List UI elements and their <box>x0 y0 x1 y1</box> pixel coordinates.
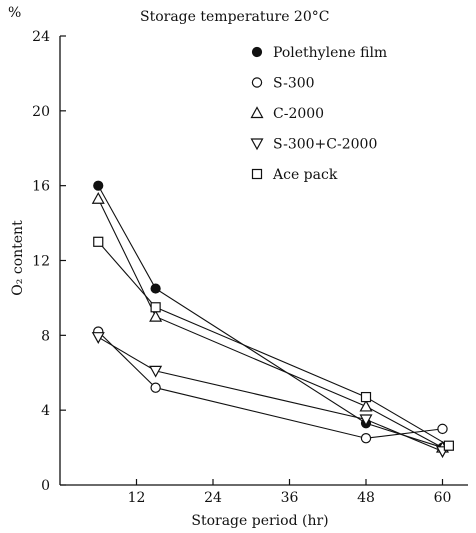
data-point <box>149 365 163 378</box>
y-axis-label: O₂ content <box>10 220 26 296</box>
x-tick-label: 36 <box>281 490 299 506</box>
legend-marker <box>251 77 263 88</box>
data-point <box>443 440 454 451</box>
data-point <box>359 399 373 412</box>
series-line-2 <box>97 198 443 449</box>
data-point <box>91 332 105 344</box>
series-line-4 <box>97 241 450 447</box>
y-tick-label: 16 <box>32 179 50 195</box>
legend-marker <box>251 168 263 180</box>
y-tick-label: 24 <box>32 29 50 45</box>
chart-title: Storage temperature 20°C <box>140 9 329 25</box>
series-line-1 <box>97 331 443 439</box>
y-unit-label: % <box>8 5 21 21</box>
series-lines <box>97 185 450 452</box>
y-tick-label: 4 <box>41 403 50 419</box>
series-markers <box>91 180 454 459</box>
legend: Polethylene film S-300 C-2000 S-300+C-2000 A… <box>250 45 387 183</box>
legend-marker <box>251 46 263 58</box>
legend-label: S-300 <box>273 76 315 92</box>
legend-label: S-300+C-2000 <box>273 137 377 153</box>
legend-marker <box>250 106 264 119</box>
y-tick-label: 8 <box>41 328 50 344</box>
data-point <box>437 423 448 435</box>
data-point <box>360 391 372 403</box>
data-point <box>149 309 163 322</box>
legend-marker <box>250 138 264 151</box>
legend-label: Polethylene film <box>273 45 387 61</box>
data-point <box>150 302 161 313</box>
x-tick-label: 48 <box>357 490 375 506</box>
x-tick-label: 12 <box>128 490 146 506</box>
series-line-3 <box>97 336 443 452</box>
y-tick-label: 20 <box>32 104 50 120</box>
data-point <box>150 283 161 294</box>
data-point <box>359 414 373 427</box>
series-line-0 <box>97 185 443 449</box>
data-point <box>91 192 105 204</box>
data-point <box>93 236 104 247</box>
x-tick-label: 24 <box>204 490 222 506</box>
data-point <box>93 180 104 191</box>
legend-label: Ace pack <box>272 167 338 183</box>
data-point <box>360 433 372 444</box>
data-point <box>150 382 161 393</box>
y-tick-label: 0 <box>41 478 50 494</box>
legend-label: C-2000 <box>273 106 324 122</box>
x-axis-label: Storage period (hr) <box>191 513 328 529</box>
y-tick-label: 12 <box>32 254 50 270</box>
x-tick-label: 60 <box>434 490 452 506</box>
